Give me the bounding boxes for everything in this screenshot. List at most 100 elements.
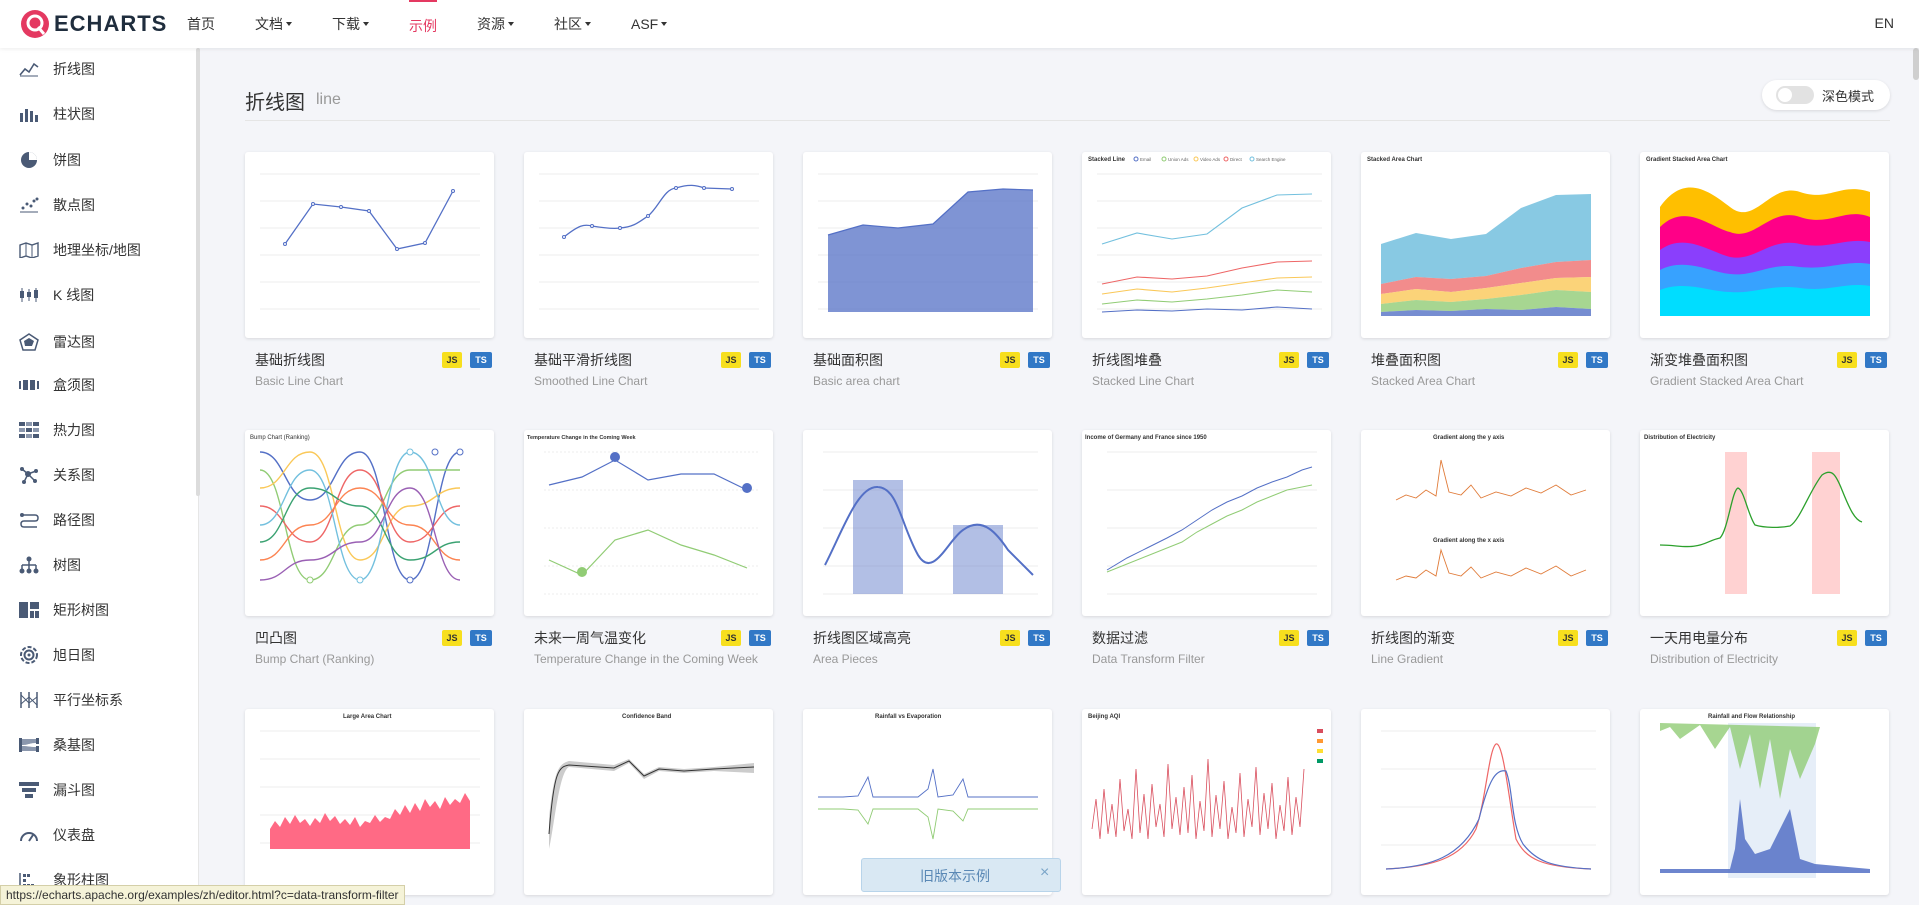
nav-home[interactable]: 首页 [187,16,215,32]
sidebar-item-line[interactable]: 折线图 [18,57,95,81]
ts-badge[interactable]: TS [1865,352,1887,368]
thumb-title: Rainfall vs Evaporation [875,714,942,720]
sidebar-item-lines[interactable]: 路径图 [18,508,95,532]
js-badge[interactable]: JS [1558,352,1578,368]
thumb-title: Gradient along the y axis [1433,435,1505,441]
card-title[interactable]: 折线图区域高亮 [813,630,911,646]
boxplot-icon [18,376,40,394]
sidebar-item-gauge[interactable]: 仪表盘 [18,823,95,847]
card-title[interactable]: 数据过滤 [1092,630,1148,646]
ts-badge[interactable]: TS [470,352,492,368]
thumb-title: Temperature Change in the Coming Week [527,435,637,441]
card-thumbnail[interactable]: Stacked Line Email Union Ads Video Ads D… [1082,152,1331,338]
sidebar-scrollbar[interactable] [196,48,200,496]
nav-download[interactable]: 下载 [332,0,369,48]
nav-community[interactable]: 社区 [554,0,591,48]
nav-resources[interactable]: 资源 [477,0,514,48]
sidebar-item-bar[interactable]: 柱状图 [18,102,95,126]
js-badge[interactable]: JS [1000,352,1020,368]
card-title[interactable]: 未来一周气温变化 [534,630,646,646]
thumb-title: Stacked Area Chart [1367,157,1422,163]
sidebar-item-parallel[interactable]: 平行坐标系 [18,688,123,712]
card-thumbnail[interactable]: Bump Chart (Ranking) [245,430,494,616]
old-version-toast[interactable]: 旧版本示例 × [861,858,1061,892]
dark-mode-toggle[interactable]: 深色模式 [1762,80,1890,110]
sidebar-item-sankey[interactable]: 桑基图 [18,733,95,757]
echarts-logo[interactable]: ECHARTS [20,8,167,40]
card-thumbnail[interactable]: Large Area Chart [245,709,494,895]
ts-badge[interactable]: TS [749,352,771,368]
card-thumbnail[interactable] [245,152,494,338]
ts-badge[interactable]: TS [470,630,492,646]
sidebar-item-pie[interactable]: 饼图 [18,148,81,172]
card-title[interactable]: 折线图堆叠 [1092,352,1162,368]
js-badge[interactable]: JS [721,630,741,646]
card-thumbnail[interactable] [803,430,1052,616]
js-badge[interactable]: JS [442,352,462,368]
toast-text[interactable]: 旧版本示例 [920,868,990,884]
svg-text:Email: Email [1140,157,1151,162]
sidebar-item-scatter[interactable]: 散点图 [18,193,95,217]
card-thumbnail[interactable] [524,152,773,338]
page-scrollbar[interactable] [1913,48,1919,80]
sidebar-item-graph[interactable]: 关系图 [18,463,95,487]
js-badge[interactable]: JS [721,352,741,368]
ts-badge[interactable]: TS [1028,352,1050,368]
candlestick-icon [18,286,40,304]
caret-down-icon [661,22,668,26]
toggle-switch[interactable] [1776,86,1814,104]
sankey-icon [18,736,40,754]
card-thumbnail[interactable]: Stacked Area Chart [1361,152,1610,338]
sidebar-item-map[interactable]: 地理坐标/地图 [18,238,141,262]
js-badge[interactable]: JS [1279,630,1299,646]
card-title[interactable]: 渐变堆叠面积图 [1650,352,1748,368]
ts-badge[interactable]: TS [1028,630,1050,646]
nav-asf[interactable]: ASF [631,0,668,48]
js-badge[interactable]: JS [1837,630,1857,646]
sidebar-item-heatmap[interactable]: 热力图 [18,418,95,442]
card-title[interactable]: 堆叠面积图 [1371,352,1441,368]
card-thumbnail[interactable]: Beijing AQI [1082,709,1331,895]
sidebar-item-boxplot[interactable]: 盒须图 [18,373,95,397]
card-thumbnail[interactable]: Temperature Change in the Coming Week [524,430,773,616]
ts-badge[interactable]: TS [1307,352,1329,368]
js-badge[interactable]: JS [1000,630,1020,646]
js-badge[interactable]: JS [1837,352,1857,368]
card-title[interactable]: 一天用电量分布 [1650,630,1748,646]
card-title[interactable]: 折线图的渐变 [1371,630,1455,646]
ts-badge[interactable]: TS [1586,352,1608,368]
sidebar-item-sunburst[interactable]: 旭日图 [18,643,95,667]
sidebar-item-treemap[interactable]: 矩形树图 [18,598,109,622]
caret-down-icon [363,22,369,26]
card-thumbnail[interactable] [803,152,1052,338]
card-subtitle: Basic area chart [813,374,900,388]
thumb-title: Gradient Stacked Area Chart [1646,157,1727,163]
card-title[interactable]: 基础折线图 [255,352,325,368]
js-badge[interactable]: JS [442,630,462,646]
sidebar-item-tree[interactable]: 树图 [18,553,81,577]
sidebar-item-candlestick[interactable]: K 线图 [18,283,94,307]
card-thumbnail[interactable]: Rainfall and Flow Relationship [1640,709,1889,895]
sidebar-item-funnel[interactable]: 漏斗图 [18,778,95,802]
nav-examples[interactable]: 示例 [409,0,437,50]
ts-badge[interactable]: TS [1586,630,1608,646]
card-thumbnail[interactable]: Confidence Band [524,709,773,895]
js-badge[interactable]: JS [1279,352,1299,368]
card-thumbnail[interactable]: Gradient Stacked Area Chart [1640,152,1889,338]
card-thumbnail[interactable]: Gradient along the y axis Gradient along… [1361,430,1610,616]
js-badge[interactable]: JS [1558,630,1578,646]
close-icon[interactable]: × [1040,864,1050,881]
ts-badge[interactable]: TS [749,630,771,646]
card-thumbnail[interactable] [1361,709,1610,895]
card-title[interactable]: 基础面积图 [813,352,883,368]
card-title[interactable]: 凹凸图 [255,630,297,646]
card-thumbnail[interactable]: Distribution of Electricity [1640,430,1889,616]
card-subtitle: Stacked Line Chart [1092,374,1195,388]
ts-badge[interactable]: TS [1307,630,1329,646]
card-thumbnail[interactable]: Income of Germany and France since 1950 [1082,430,1331,616]
card-title[interactable]: 基础平滑折线图 [534,352,632,368]
language-switch[interactable]: EN [1874,15,1894,31]
nav-docs[interactable]: 文档 [255,0,292,48]
ts-badge[interactable]: TS [1865,630,1887,646]
sidebar-item-radar[interactable]: 雷达图 [18,330,95,354]
